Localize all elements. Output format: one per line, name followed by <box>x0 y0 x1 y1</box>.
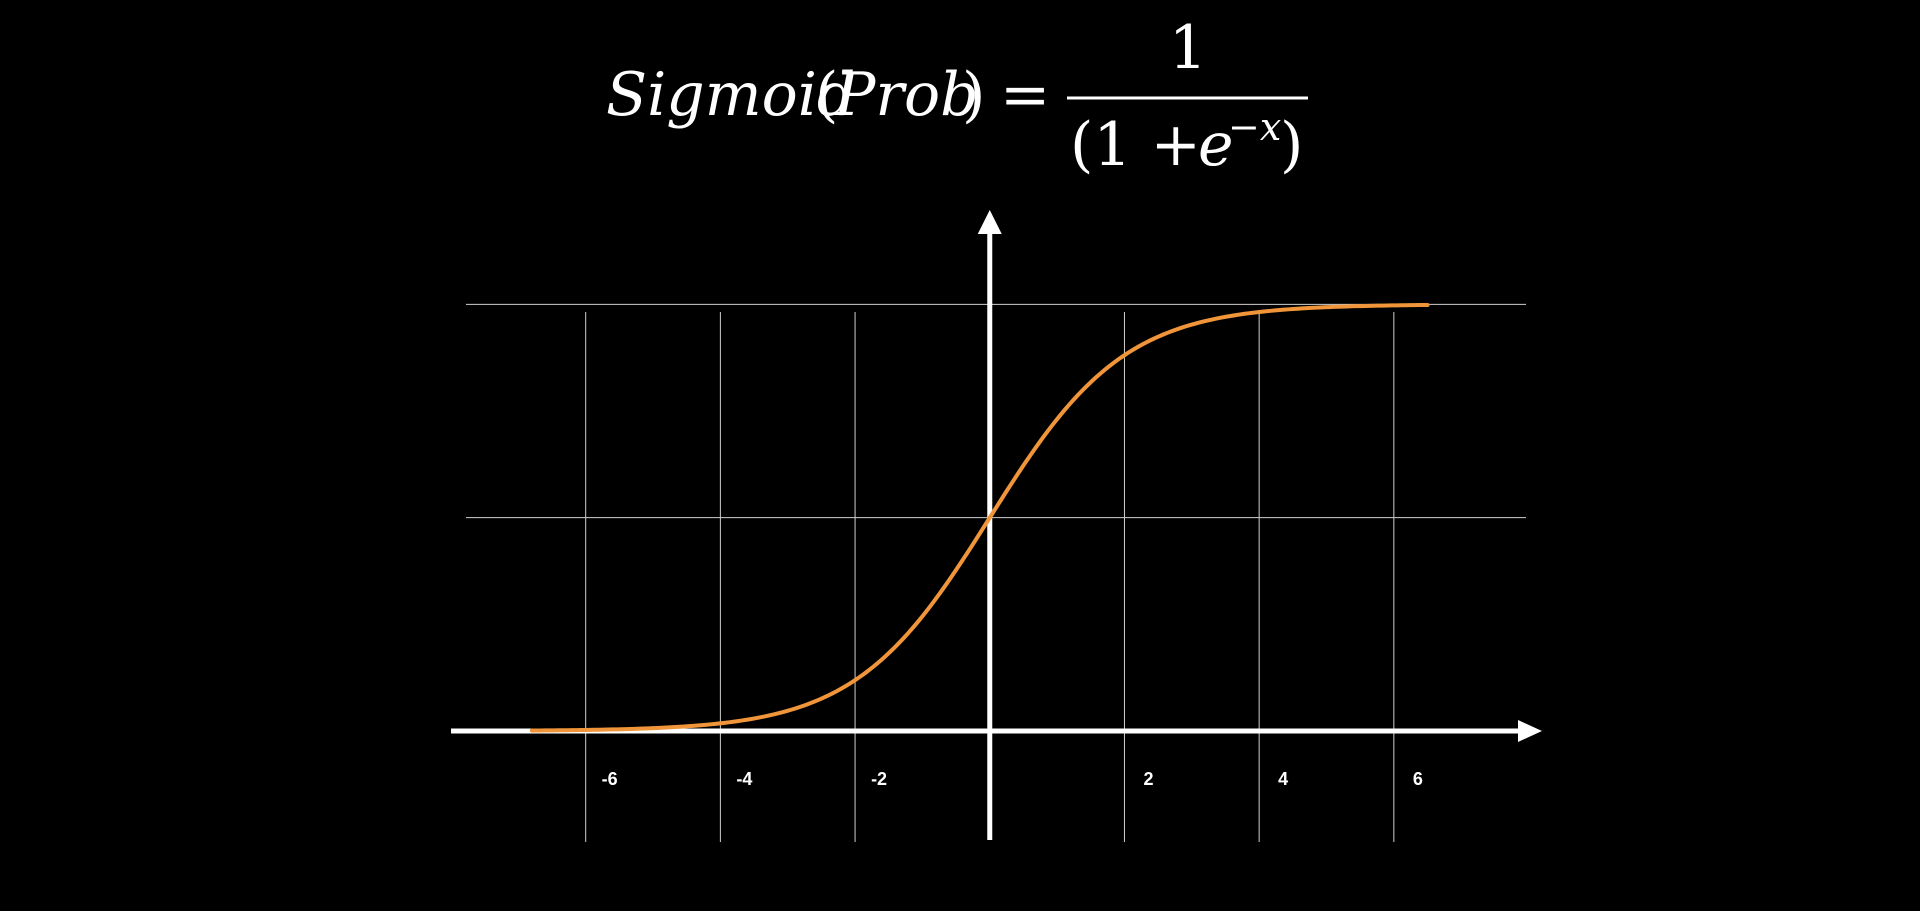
x-tick-labels: -6 -4 -2 2 4 6 <box>602 769 1423 789</box>
x-tick-label-4: 4 <box>1278 769 1288 789</box>
x-tick-label--4: -4 <box>736 769 752 789</box>
formula-denominator-close: ) <box>1280 110 1303 180</box>
formula-denominator-open: (1 + <box>1070 110 1201 180</box>
x-tick-label--2: -2 <box>871 769 887 789</box>
formula-denominator-base: e <box>1198 110 1234 180</box>
formula-lhs-close-paren: ) <box>962 60 985 130</box>
x-tick-label--6: -6 <box>602 769 618 789</box>
sigmoid-formula: Sigmoid ( Prob ) = 1 (1 + e −x ) <box>606 13 1308 180</box>
formula-lhs-open-paren: ( <box>815 60 838 130</box>
grid-lines <box>466 303 1526 842</box>
x-axis-arrow-icon <box>1518 720 1542 742</box>
y-axis-arrow-icon <box>977 210 1002 234</box>
axes <box>451 210 1542 840</box>
x-tick-label-2: 2 <box>1143 769 1153 789</box>
formula-lhs-argument: Prob <box>834 60 979 130</box>
sigmoid-chart: -6 -4 -2 2 4 6 <box>451 210 1542 842</box>
formula-lhs-function: Sigmoid <box>606 60 855 130</box>
curve-layer <box>529 302 1430 733</box>
sigmoid-curve-line <box>529 302 1430 733</box>
formula-denominator-exponent: −x <box>1228 105 1281 149</box>
x-tick-label-6: 6 <box>1413 769 1423 789</box>
formula-numerator: 1 <box>1169 13 1207 83</box>
formula-equals-sign: = <box>1000 60 1050 130</box>
